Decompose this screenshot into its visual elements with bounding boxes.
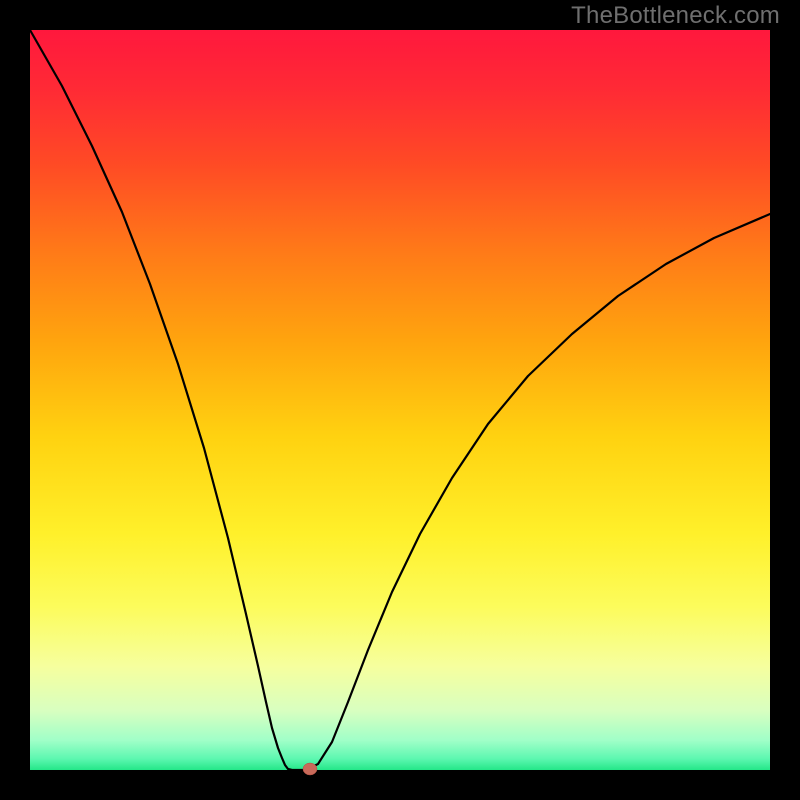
watermark-text: TheBottleneck.com (571, 2, 780, 30)
optimal-point-marker (303, 763, 317, 775)
chart-svg (0, 0, 800, 800)
plot-background (30, 30, 770, 770)
chart-container: TheBottleneck.com (0, 0, 800, 800)
